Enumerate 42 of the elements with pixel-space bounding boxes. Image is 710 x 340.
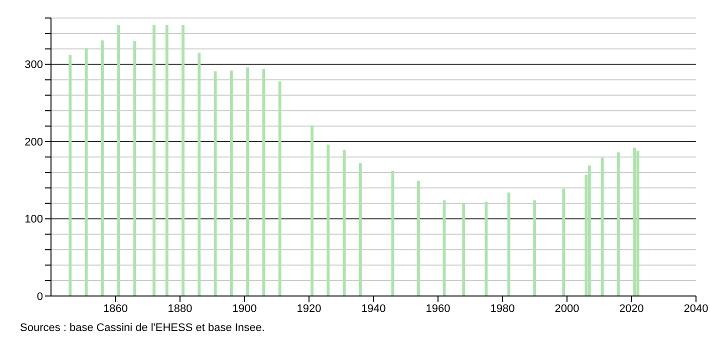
bar (533, 200, 536, 296)
x-tick-label: 2020 (619, 302, 644, 315)
x-tick-label: 1960 (426, 302, 450, 315)
bar (600, 158, 604, 296)
bar (342, 150, 346, 296)
x-tick-label: 2000 (554, 302, 580, 315)
bar (278, 81, 282, 296)
bar (152, 24, 156, 296)
bar (133, 41, 136, 296)
bar (588, 165, 591, 296)
x-tick-label: 1880 (168, 302, 192, 315)
bar (391, 170, 394, 296)
y-tick-label: 200 (24, 136, 43, 148)
x-tick-label: 1920 (296, 302, 322, 315)
bar (262, 68, 266, 296)
bar (326, 144, 330, 296)
bar (633, 148, 636, 296)
bar (230, 70, 233, 296)
bar (182, 24, 185, 296)
x-tick-label: 2040 (684, 302, 708, 315)
bar (246, 67, 250, 296)
y-tick-label: 100 (24, 214, 43, 226)
bar (198, 52, 201, 296)
bar (310, 125, 314, 296)
bar (462, 203, 466, 296)
bar (117, 24, 120, 296)
bar (616, 152, 620, 296)
bar (214, 71, 217, 296)
x-tick-label: 1860 (103, 302, 128, 315)
bar (562, 188, 566, 296)
x-tick-label: 1980 (490, 302, 515, 315)
y-tick-label: 0 (36, 290, 43, 303)
x-tick-label: 1940 (361, 302, 386, 315)
bar (417, 180, 420, 296)
x-tick-label: 1900 (232, 302, 257, 315)
bar (165, 24, 168, 296)
bar (100, 40, 104, 296)
bar (84, 48, 88, 296)
y-tick-label: 300 (24, 59, 43, 72)
source-note: Sources : base Cassini de l'EHESS et base Insee. (20, 322, 266, 334)
bar (68, 55, 72, 296)
bar (358, 163, 362, 296)
